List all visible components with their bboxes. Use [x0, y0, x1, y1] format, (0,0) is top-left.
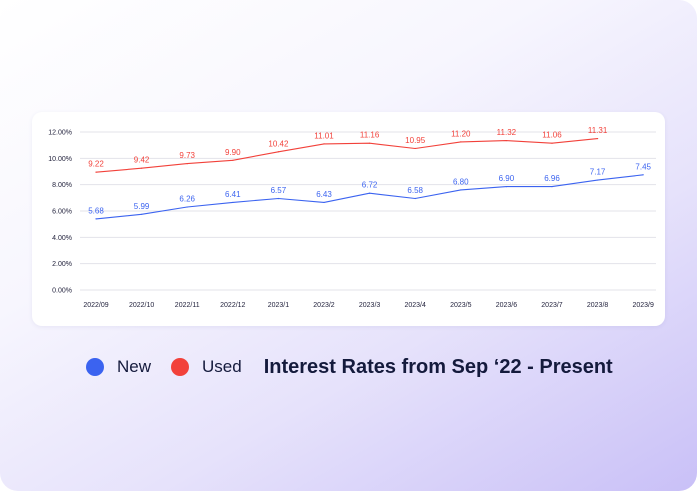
- data-label-used: 11.06: [542, 131, 562, 140]
- x-axis-tick-labels: 2022/09 2022/10 2022/11 2022/12 2023/1 2023/2…: [83, 302, 654, 309]
- data-point-used: [414, 147, 416, 150]
- data-label-new: 5.99: [134, 202, 150, 211]
- data-point-new: [186, 206, 188, 208]
- data-label-new: 6.72: [362, 181, 378, 190]
- data-point-used: [369, 142, 371, 144]
- chart-card: 0.00% 2.00% 4.00% 6.00% 8.00% 10.00% 12.00% 20…: [32, 112, 665, 326]
- data-point-used: [277, 151, 279, 153]
- x-tick-label: 2023/3: [359, 302, 381, 309]
- x-tick-label: 2023/6: [496, 302, 518, 309]
- gridlines: [80, 131, 656, 291]
- data-point-new: [141, 213, 143, 215]
- x-tick-label: 2022/11: [175, 302, 200, 309]
- data-label-used: 11.16: [360, 131, 380, 140]
- data-point-used: [460, 141, 462, 143]
- data-point-new: [95, 218, 97, 220]
- x-tick-label: 2023/4: [404, 302, 426, 309]
- x-tick-label: 2023/8: [587, 302, 609, 309]
- data-point-new: [232, 201, 234, 204]
- data-point-new: [323, 201, 325, 204]
- series-line-used: [95, 138, 598, 173]
- data-label-new: 6.58: [407, 186, 423, 195]
- y-tick-label: 0.00%: [52, 288, 72, 295]
- data-label-used: 10.42: [268, 139, 289, 148]
- data-label-used: 11.01: [314, 131, 334, 140]
- data-label-new: 6.43: [316, 190, 332, 199]
- legend-label-new: New: [117, 357, 152, 376]
- data-point-new: [369, 192, 371, 194]
- x-tick-label: 2023/9: [632, 302, 654, 309]
- legend: New Used Interest Rates from Sep ‘22 - P…: [86, 352, 613, 382]
- chart-title: Interest Rates from Sep ‘22 - Present: [263, 355, 613, 378]
- data-label-new: 6.80: [453, 177, 469, 186]
- data-label-new: 6.57: [271, 186, 287, 195]
- data-label-used: 11.32: [497, 128, 517, 137]
- y-tick-label: 4.00%: [52, 235, 72, 242]
- y-tick-label: 12.00%: [48, 130, 72, 137]
- data-label-used: 10.95: [405, 136, 426, 145]
- y-axis-tick-labels: 0.00% 2.00% 4.00% 6.00% 8.00% 10.00% 12.00%: [48, 130, 72, 295]
- data-label-new: 6.26: [179, 195, 195, 204]
- data-point-used: [551, 142, 553, 144]
- legend-marker-new: [86, 358, 104, 376]
- x-tick-label: 2022/09: [83, 302, 108, 309]
- x-tick-label: 2023/7: [541, 302, 563, 309]
- data-point-new: [642, 174, 644, 176]
- data-point-used: [323, 143, 325, 145]
- data-point-used: [95, 171, 97, 173]
- x-tick-label: 2023/1: [268, 302, 290, 309]
- data-point-used: [232, 159, 234, 161]
- x-tick-label: 2022/12: [220, 302, 245, 309]
- data-label-used: 9.73: [179, 151, 195, 160]
- data-point-new: [597, 179, 599, 181]
- y-tick-label: 6.00%: [52, 209, 72, 216]
- data-label-new: 7.45: [635, 162, 651, 171]
- y-tick-label: 8.00%: [52, 182, 72, 189]
- data-point-used: [186, 163, 188, 165]
- data-point-used: [505, 139, 507, 142]
- data-label-used: 11.31: [588, 126, 608, 135]
- x-tick-label: 2023/5: [450, 302, 472, 309]
- legend-item-new: New: [86, 357, 151, 377]
- legend-item-used: Used: [171, 357, 242, 377]
- data-label-new: 6.41: [225, 190, 241, 199]
- data-point-new: [460, 189, 462, 191]
- x-tick-label: 2023/2: [313, 302, 335, 309]
- data-point-new: [551, 186, 553, 188]
- y-tick-label: 2.00%: [52, 261, 72, 268]
- data-label-new: 6.96: [544, 174, 560, 183]
- data-label-used: 9.90: [225, 148, 241, 157]
- x-tick-label: 2022/10: [129, 302, 154, 309]
- series-lines: [95, 137, 644, 220]
- data-point-new: [505, 186, 507, 188]
- data-point-new: [277, 197, 279, 200]
- data-label-new: 5.68: [88, 206, 104, 215]
- y-tick-label: 10.00%: [48, 156, 72, 163]
- data-point-used: [141, 167, 143, 169]
- data-label-used: 9.22: [88, 160, 104, 169]
- legend-label-used: Used: [202, 357, 242, 376]
- data-label-new: 7.17: [590, 168, 606, 177]
- data-label-new: 6.90: [499, 174, 515, 183]
- data-labels: 5.68 5.99 6.26 6.41 6.57 6.43 6.72 6.58 6.80 6.90…: [88, 126, 651, 215]
- data-point-new: [414, 197, 416, 200]
- legend-marker-used: [171, 358, 190, 376]
- data-label-used: 11.20: [451, 129, 471, 138]
- data-label-used: 9.42: [134, 156, 150, 165]
- data-point-used: [597, 137, 599, 140]
- line-chart: 0.00% 2.00% 4.00% 6.00% 8.00% 10.00% 12.00% 20…: [48, 126, 656, 309]
